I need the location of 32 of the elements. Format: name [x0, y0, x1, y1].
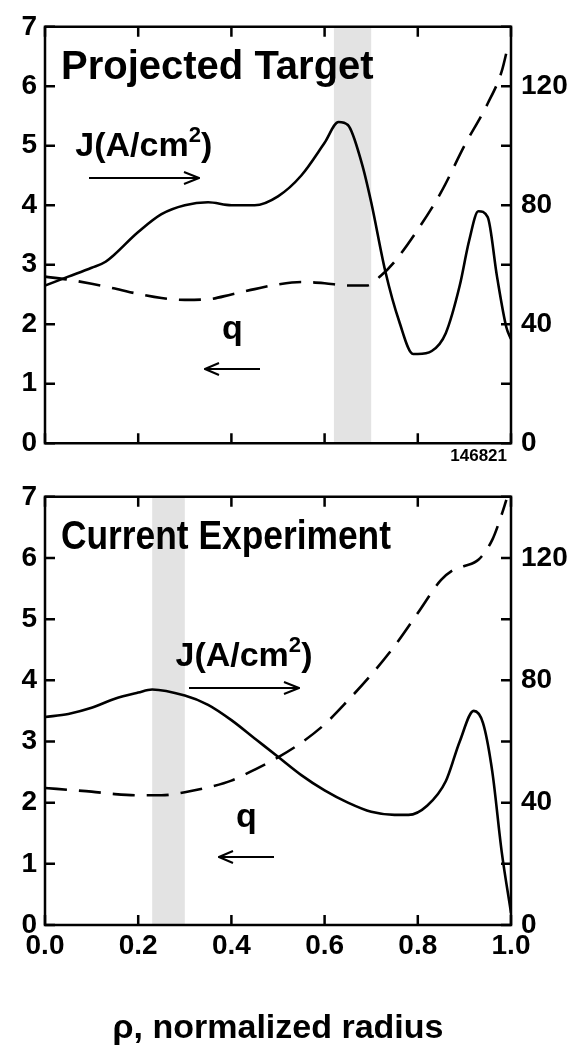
y-tick-label: 1 — [21, 846, 37, 878]
y2-tick-label: 80 — [521, 663, 553, 695]
y-tick-label: 3 — [21, 724, 37, 756]
y2-tick-label: 120 — [521, 540, 568, 572]
x-tick-label: 0.8 — [398, 928, 438, 960]
x-axis-title: ρ, normalized radius — [112, 1006, 444, 1045]
y-tick-label: 2 — [21, 785, 37, 817]
y-tick-label: 5 — [21, 601, 37, 633]
x-tick-label: 0.6 — [305, 928, 345, 960]
y2-tick-label: 40 — [521, 785, 553, 817]
y-tick-label: 6 — [21, 69, 37, 100]
y-tick-label: 7 — [21, 479, 37, 511]
chart-title: Projected Target — [61, 42, 374, 87]
x-tick-label: 0.2 — [118, 928, 158, 960]
text: 146821 — [450, 446, 508, 466]
y2-tick-label: 80 — [521, 187, 553, 219]
y-tick-label: 1 — [21, 366, 37, 398]
y-tick-label: 5 — [21, 128, 37, 160]
y2-tick-label: 40 — [521, 306, 553, 338]
y-tick-label: 0 — [21, 425, 37, 457]
y-tick-label: 3 — [21, 247, 37, 279]
y-tick-label: 2 — [21, 306, 37, 338]
chart-title: Current Experiment — [61, 512, 392, 558]
x-tick-label: 0.4 — [211, 928, 252, 960]
annotation: q — [236, 795, 257, 834]
y-tick-label: 6 — [21, 540, 37, 572]
y-tick-label: 4 — [21, 187, 38, 219]
annotation: q — [222, 308, 243, 347]
y-tick-label: 4 — [21, 663, 38, 695]
y2-tick-label: 0 — [521, 425, 537, 457]
y-tick-label: 7 — [21, 9, 37, 41]
y2-tick-label: 120 — [521, 69, 568, 100]
